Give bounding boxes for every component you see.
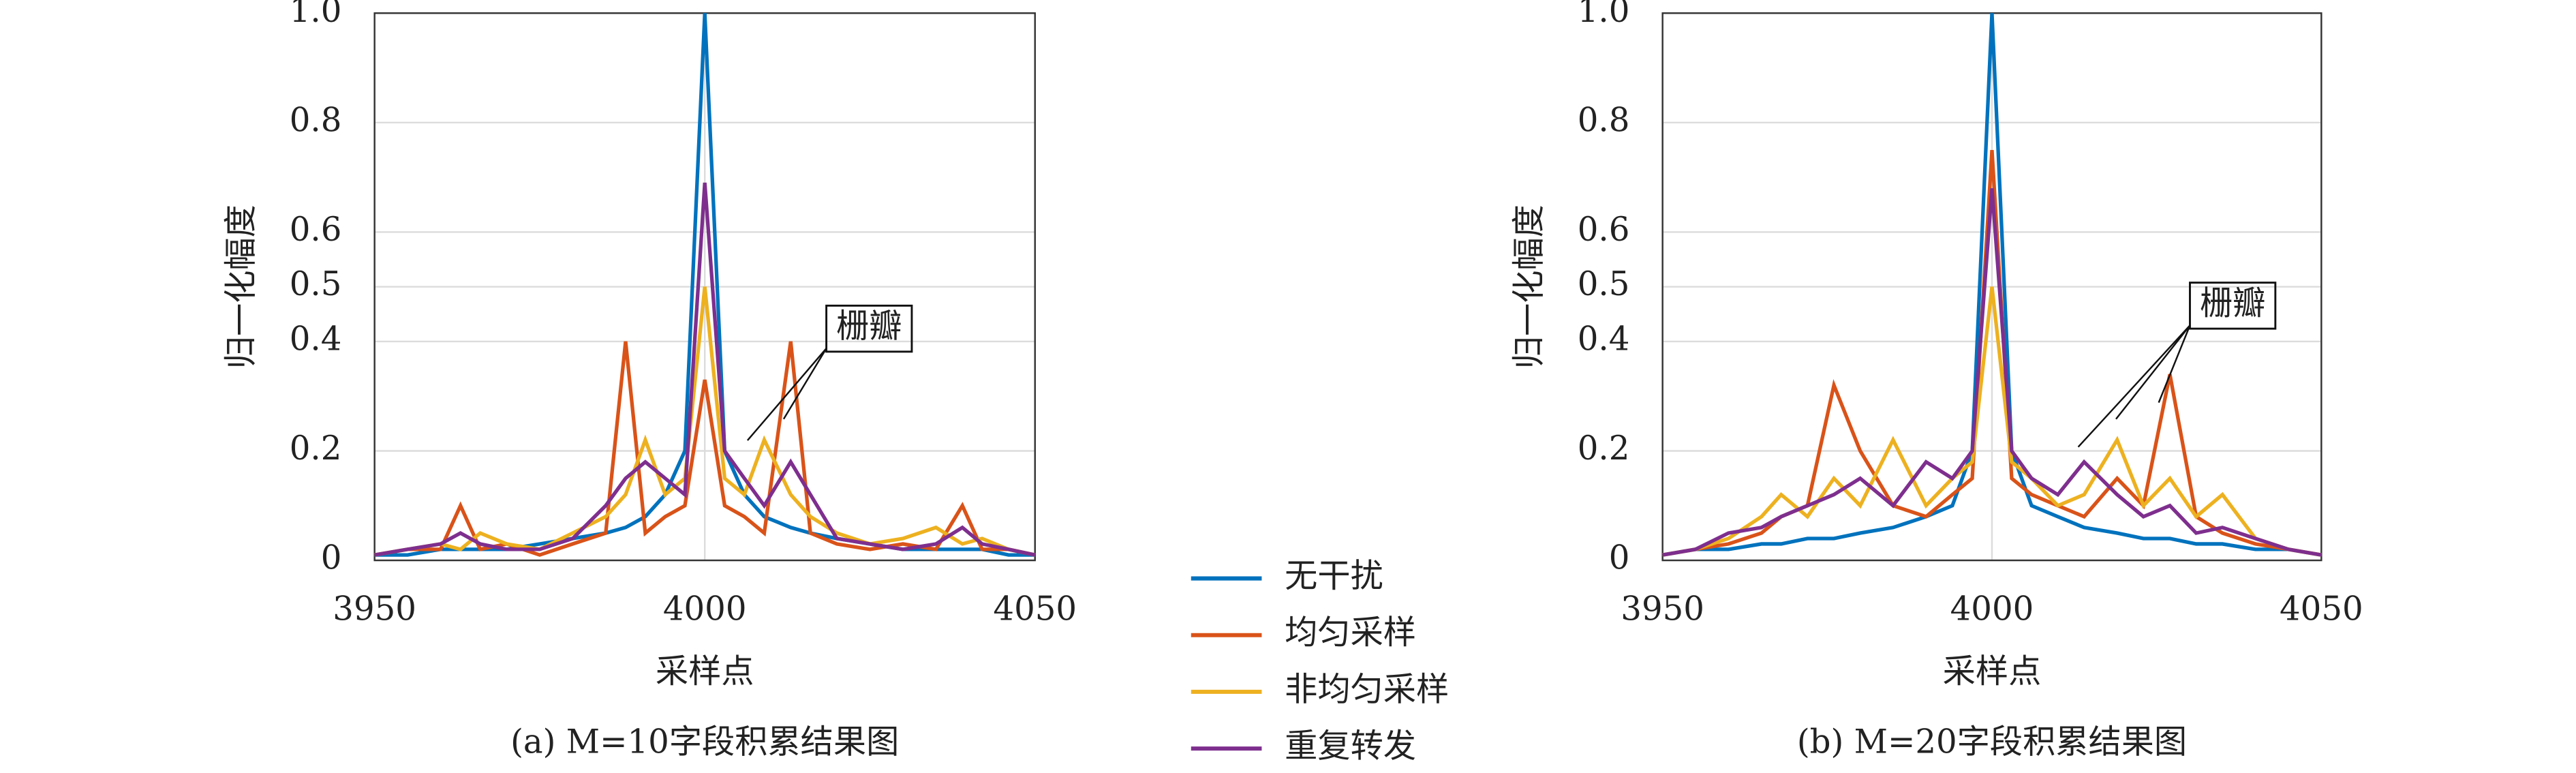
y-tick-label: 0.6 — [290, 211, 342, 249]
y-tick-label: 0.2 — [290, 429, 342, 468]
data-line — [374, 286, 1036, 557]
x-axis-label: 采样点 — [1943, 652, 2042, 691]
legend-label: 重复转发 — [1285, 727, 1416, 766]
y-tick-label: 0.5 — [1578, 265, 1630, 303]
annotation: 栅瓣 — [836, 307, 902, 346]
data-line — [1662, 13, 2322, 557]
y-tick-label: 0.5 — [290, 265, 342, 303]
y-axis-label: 归一化幅度 — [221, 204, 260, 369]
y-tick-label: 0.8 — [1578, 101, 1630, 139]
legend-label: 非均匀采样 — [1285, 670, 1449, 708]
legend-label: 无干扰 — [1285, 557, 1383, 595]
x-tick-label: 4050 — [2280, 590, 2363, 628]
y-tick-label: 0.4 — [290, 320, 342, 358]
caption: (b) M=20字段积累结果图 — [1797, 723, 2187, 761]
callout-line — [2115, 324, 2191, 420]
x-tick-label: 4000 — [1950, 590, 2034, 628]
y-tick-label: 0.2 — [1578, 429, 1630, 468]
data-line — [1662, 188, 2322, 557]
y-tick-label: 0.8 — [290, 101, 342, 139]
annotation: 栅瓣 — [2200, 284, 2265, 322]
y-tick-label: 1.0 — [290, 0, 342, 30]
legend-label: 均匀采样 — [1285, 613, 1416, 652]
callout-line — [782, 348, 827, 420]
x-tick-label: 4000 — [663, 590, 747, 628]
y-tick-label: 1.0 — [1578, 0, 1630, 30]
y-tick-label: 0.6 — [1578, 211, 1630, 249]
y-tick-label: 0 — [1609, 539, 1630, 577]
y-axis-label: 归一化幅度 — [1509, 204, 1548, 369]
caption: (a) M=10字段积累结果图 — [510, 723, 899, 761]
x-tick-label: 4050 — [993, 590, 1077, 628]
callout-line — [2158, 324, 2191, 404]
callout-line — [2077, 324, 2191, 448]
callout-line — [746, 348, 827, 441]
annotation-box — [825, 304, 913, 353]
y-tick-label: 0.4 — [1578, 320, 1630, 358]
y-tick-label: 0 — [321, 539, 342, 577]
x-tick-label: 3950 — [333, 590, 416, 628]
x-tick-label: 3950 — [1621, 590, 1704, 628]
data-line — [374, 182, 1036, 557]
annotation-box — [2189, 282, 2277, 330]
x-axis-label: 采样点 — [656, 652, 754, 691]
data-line — [1662, 286, 2322, 557]
